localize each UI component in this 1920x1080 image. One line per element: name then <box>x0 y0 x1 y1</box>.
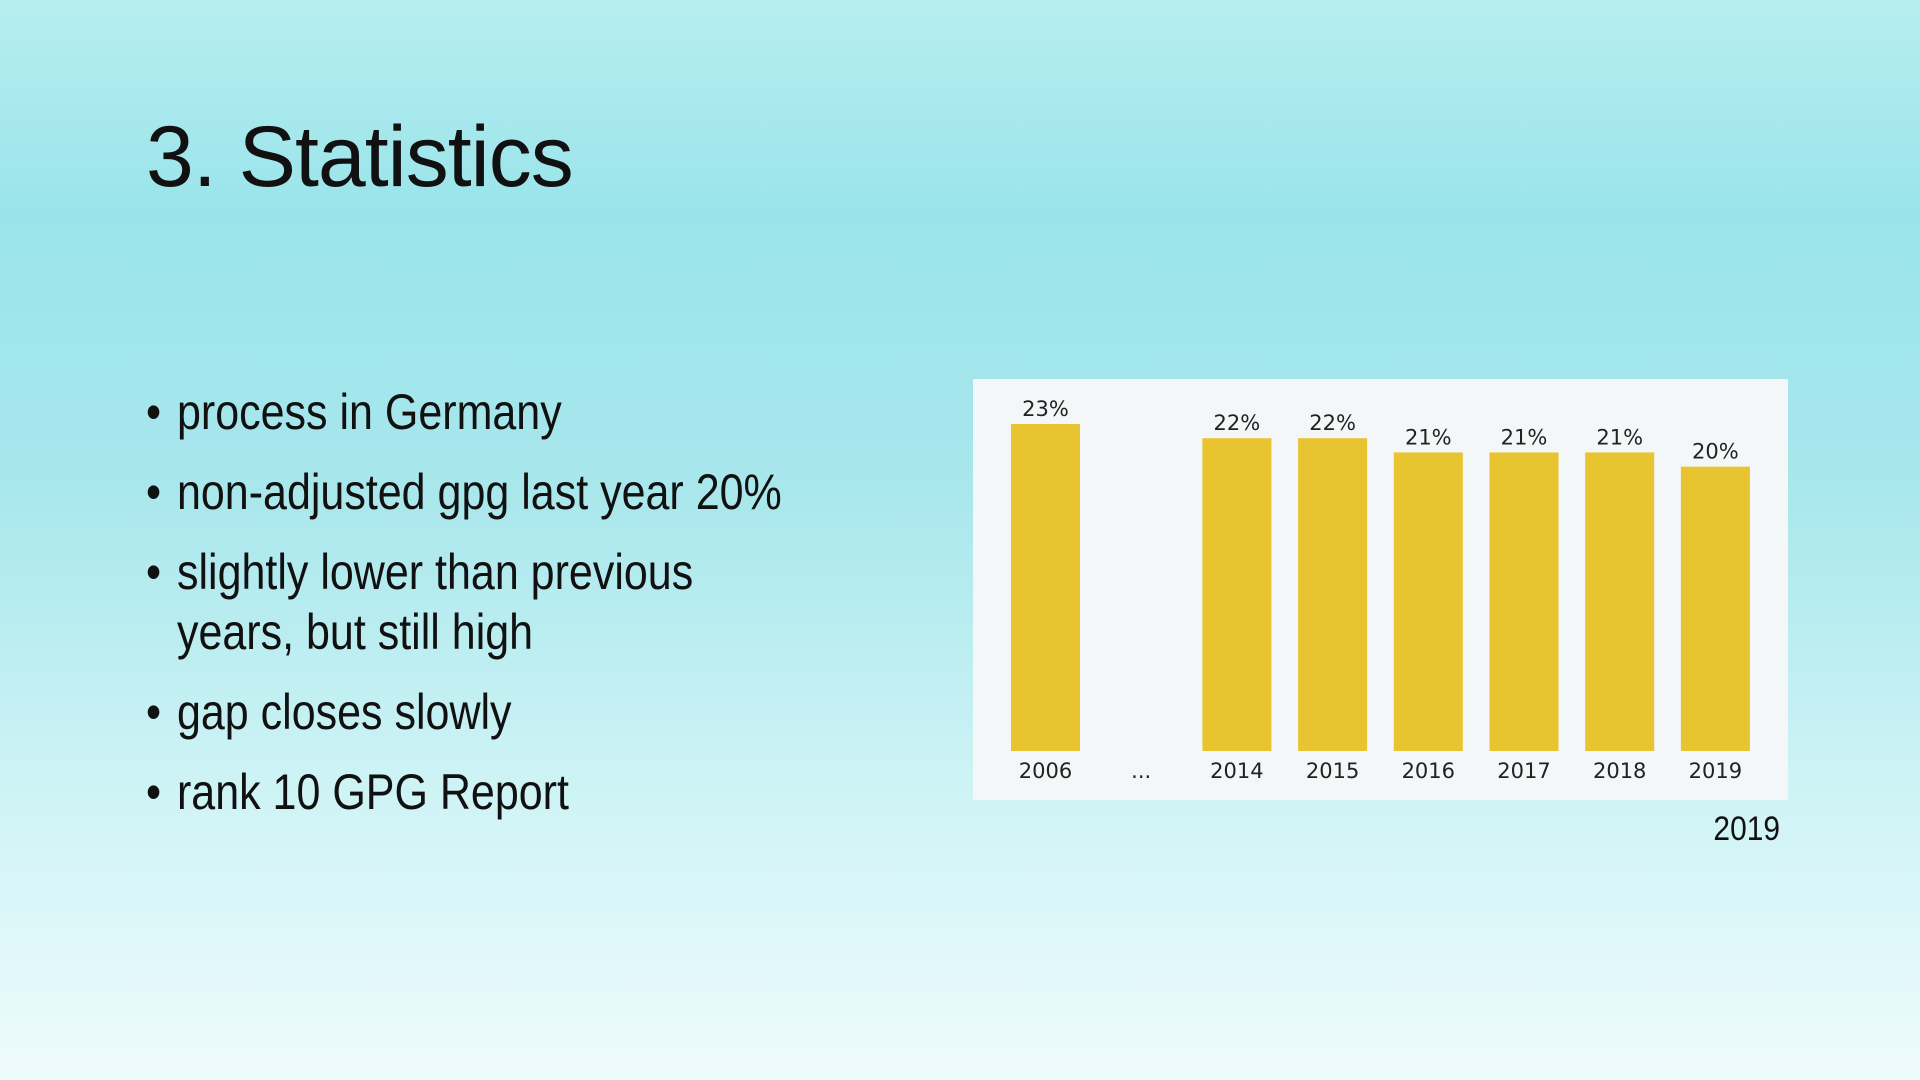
chart-caption: 2019 <box>1713 810 1780 848</box>
data-label-2016: 21% <box>1405 425 1452 449</box>
bullet-dot-icon: • <box>146 384 162 440</box>
bullet-item: • process in Germany <box>146 382 800 442</box>
bullet-item: • slightly lower than previous years, but… <box>146 542 800 662</box>
bar-chart-panel: 23% 2006... 22% 2014 22% 2015 21% 2016 21% 2017 21… <box>973 379 1788 800</box>
x-tick-label: 2019 <box>1689 759 1742 783</box>
bullet-item: • non-adjusted gpg last year 20% <box>146 462 800 522</box>
x-tick-label: 2006 <box>1019 759 1072 783</box>
data-label-2006: 23% <box>1022 397 1069 421</box>
bar-2006 <box>1011 424 1080 751</box>
data-label-2015: 22% <box>1309 411 1356 435</box>
bullet-item: • gap closes slowly <box>146 682 800 742</box>
bullet-list: • process in Germany • non-adjusted gpg la… <box>146 382 800 842</box>
x-tick-label: 2015 <box>1306 759 1359 783</box>
data-label-2019: 20% <box>1692 440 1739 464</box>
bullet-text: process in Germany <box>176 384 562 440</box>
bar-2017 <box>1489 452 1559 751</box>
bullet-dot-icon: • <box>146 544 162 600</box>
bullet-text: rank 10 GPG Report <box>176 764 569 820</box>
bullet-text: gap closes slowly <box>176 684 512 740</box>
bullet-text: slightly lower than previous years, but … <box>176 544 694 660</box>
x-tick-label: 2018 <box>1593 759 1646 783</box>
x-tick-label: ... <box>1131 759 1151 783</box>
x-tick-label: 2016 <box>1402 759 1455 783</box>
slide-title: 3. Statistics <box>146 109 574 205</box>
bullet-dot-icon: • <box>146 684 162 740</box>
data-label-2018: 21% <box>1596 425 1643 449</box>
data-label-2017: 21% <box>1501 425 1548 449</box>
bar-2016 <box>1393 452 1463 751</box>
bullet-text: non-adjusted gpg last year 20% <box>176 464 782 520</box>
bar-chart: 23% 2006 ... 22% 2014 22% 2015 21% 2016 21% 2017 21… <box>1011 397 1750 783</box>
x-tick-label: 2014 <box>1210 759 1263 783</box>
bullet-item: • rank 10 GPG Report <box>146 762 800 822</box>
bullet-dot-icon: • <box>146 464 162 520</box>
bullet-dot-icon: • <box>146 764 162 820</box>
bar-2014 <box>1202 438 1272 751</box>
bar-2019 <box>1680 466 1750 751</box>
data-label-2014: 22% <box>1214 411 1261 435</box>
x-tick-label: 2017 <box>1497 759 1550 783</box>
bar-2015 <box>1298 438 1368 751</box>
bar-2018 <box>1585 452 1655 751</box>
